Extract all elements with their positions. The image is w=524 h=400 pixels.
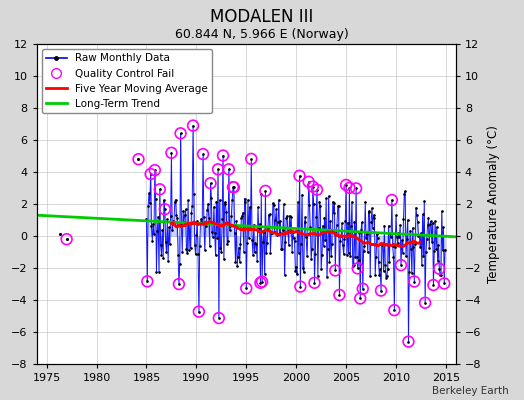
- Point: [356, 295, 364, 302]
- Point: [397, 262, 405, 268]
- Point: [304, 178, 313, 185]
- Point: [177, 130, 185, 136]
- Point: [440, 280, 449, 287]
- Point: [219, 152, 227, 159]
- Point: [134, 156, 143, 162]
- Point: [174, 281, 183, 287]
- Point: [352, 185, 361, 192]
- Point: [309, 183, 317, 190]
- Point: [256, 280, 265, 286]
- Point: [335, 292, 344, 298]
- Point: [377, 287, 385, 294]
- Point: [342, 182, 350, 188]
- Point: [160, 206, 169, 212]
- Point: [258, 278, 266, 285]
- Point: [62, 236, 71, 242]
- Legend: Raw Monthly Data, Quality Control Fail, Five Year Moving Average, Long-Term Tren: Raw Monthly Data, Quality Control Fail, …: [42, 49, 212, 113]
- Point: [247, 156, 256, 162]
- Point: [310, 280, 319, 286]
- Point: [167, 150, 176, 156]
- Text: Berkeley Earth: Berkeley Earth: [432, 386, 508, 396]
- Point: [229, 184, 237, 190]
- Point: [421, 300, 429, 306]
- Point: [225, 166, 233, 172]
- Point: [199, 151, 207, 157]
- Point: [143, 278, 151, 284]
- Point: [354, 265, 362, 272]
- Text: 60.844 N, 5.966 E (Norway): 60.844 N, 5.966 E (Norway): [175, 28, 349, 41]
- Text: MODALEN III: MODALEN III: [210, 8, 314, 26]
- Point: [261, 188, 270, 194]
- Point: [146, 171, 155, 177]
- Point: [410, 278, 419, 285]
- Point: [206, 180, 215, 186]
- Point: [390, 307, 399, 313]
- Point: [214, 166, 222, 172]
- Point: [331, 267, 340, 274]
- Point: [313, 186, 321, 193]
- Point: [345, 185, 354, 191]
- Point: [242, 285, 250, 292]
- Point: [150, 167, 159, 173]
- Point: [156, 186, 164, 192]
- Point: [388, 197, 396, 203]
- Point: [230, 184, 238, 190]
- Point: [435, 266, 443, 272]
- Point: [296, 173, 304, 179]
- Point: [215, 315, 223, 321]
- Point: [189, 122, 197, 129]
- Point: [195, 308, 203, 315]
- Point: [405, 338, 413, 345]
- Y-axis label: Temperature Anomaly (°C): Temperature Anomaly (°C): [487, 125, 500, 283]
- Point: [296, 283, 304, 290]
- Point: [358, 286, 367, 292]
- Point: [429, 282, 438, 288]
